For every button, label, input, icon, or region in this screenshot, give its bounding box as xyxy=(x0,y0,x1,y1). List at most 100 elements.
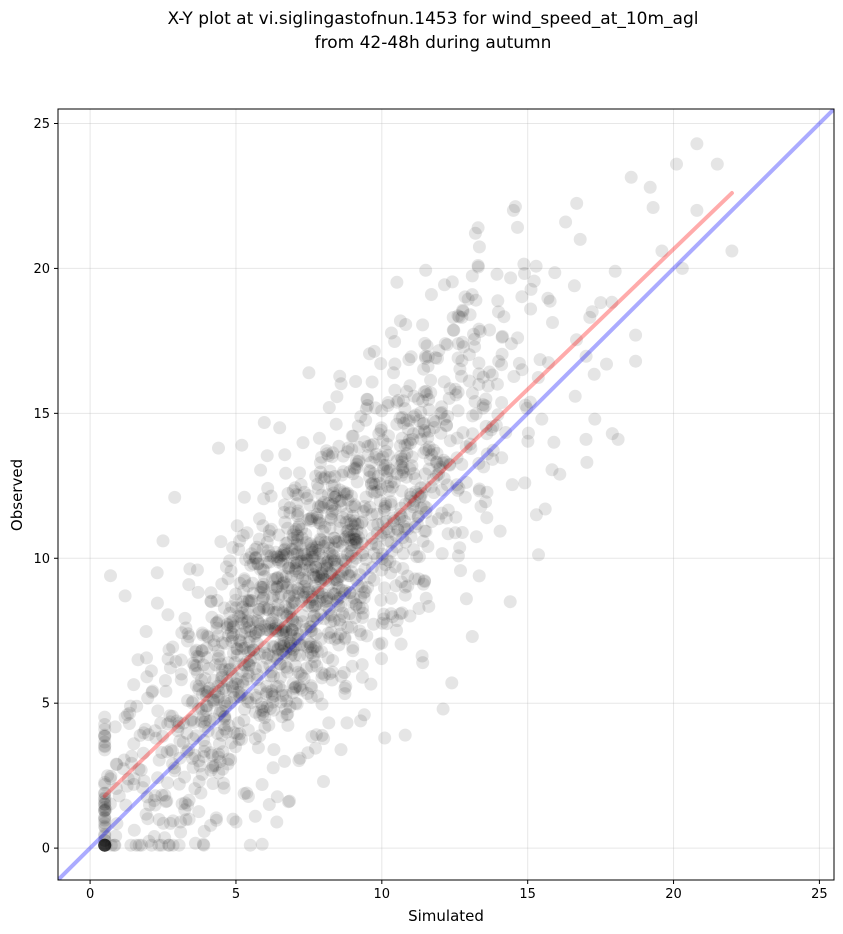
data-point xyxy=(305,550,319,564)
data-point xyxy=(241,614,255,628)
data-point xyxy=(381,479,395,493)
data-point xyxy=(232,685,246,699)
data-point xyxy=(98,833,112,847)
data-point xyxy=(301,687,314,700)
data-point xyxy=(327,531,341,545)
data-point xyxy=(234,635,247,649)
data-point xyxy=(416,394,430,408)
data-point xyxy=(118,710,132,724)
data-point xyxy=(394,449,408,463)
data-point xyxy=(395,452,409,466)
data-point xyxy=(104,769,118,783)
data-point xyxy=(283,636,297,650)
data-point xyxy=(172,777,186,791)
data-point xyxy=(326,446,340,460)
data-point xyxy=(286,643,300,657)
data-point xyxy=(119,798,133,812)
data-point xyxy=(287,594,301,608)
data-point xyxy=(103,797,117,811)
data-point xyxy=(455,526,469,539)
data-point xyxy=(432,512,445,526)
data-point xyxy=(241,723,255,737)
data-point xyxy=(278,754,291,768)
data-point xyxy=(168,764,182,778)
data-point xyxy=(236,657,250,671)
data-point xyxy=(325,673,339,687)
data-point xyxy=(110,817,124,831)
data-point xyxy=(328,560,342,574)
data-point xyxy=(277,639,291,653)
data-point xyxy=(515,363,529,377)
data-point xyxy=(226,614,240,628)
data-point xyxy=(218,722,232,736)
data-point xyxy=(166,640,180,654)
data-point xyxy=(315,728,329,742)
data-point xyxy=(281,521,295,535)
data-point xyxy=(335,468,349,482)
data-point xyxy=(327,572,341,586)
data-point xyxy=(433,460,447,474)
data-point xyxy=(314,608,328,622)
data-point xyxy=(334,499,348,513)
data-point xyxy=(495,358,509,372)
data-point xyxy=(532,548,545,562)
data-point xyxy=(273,637,287,651)
data-point xyxy=(380,617,394,631)
data-point xyxy=(305,681,318,695)
data-point xyxy=(256,700,270,714)
data-point xyxy=(347,591,361,605)
data-point xyxy=(348,514,362,528)
data-point xyxy=(332,598,346,612)
data-point xyxy=(98,827,112,841)
data-point xyxy=(182,793,196,807)
data-point xyxy=(242,645,256,659)
data-point xyxy=(472,456,486,470)
data-point xyxy=(395,411,409,424)
data-point xyxy=(226,620,240,634)
data-point xyxy=(291,586,305,600)
data-point xyxy=(376,450,390,464)
data-point xyxy=(333,494,347,508)
data-point xyxy=(279,660,293,674)
data-point xyxy=(277,505,291,519)
data-point xyxy=(214,675,228,689)
data-point xyxy=(369,401,382,415)
data-point xyxy=(375,616,389,630)
data-point xyxy=(267,743,281,757)
data-point xyxy=(151,771,165,785)
data-point xyxy=(257,640,271,654)
data-point xyxy=(451,385,465,399)
chart-title-line1: X-Y plot at vi.siglingastofnun.1453 for … xyxy=(167,9,698,29)
data-point xyxy=(421,431,435,445)
data-point xyxy=(109,757,123,771)
data-point xyxy=(240,786,254,800)
data-point xyxy=(207,695,220,709)
data-point xyxy=(401,522,415,536)
data-point xyxy=(326,497,340,511)
data-point xyxy=(402,433,416,447)
data-point xyxy=(277,633,291,647)
data-point xyxy=(301,640,315,654)
data-point xyxy=(338,630,352,644)
data-point xyxy=(404,487,418,501)
data-point xyxy=(242,595,256,609)
data-point xyxy=(98,838,112,852)
data-point xyxy=(226,541,240,554)
data-point xyxy=(285,623,299,637)
data-point xyxy=(420,388,434,402)
data-point xyxy=(207,693,221,707)
data-point xyxy=(290,545,304,559)
data-point xyxy=(301,489,315,503)
data-point xyxy=(350,457,364,471)
data-point xyxy=(275,623,289,637)
data-point xyxy=(284,636,298,650)
data-point xyxy=(371,517,385,531)
data-point xyxy=(511,331,525,345)
data-point xyxy=(256,542,270,556)
data-point xyxy=(279,702,292,716)
data-point xyxy=(252,605,266,619)
data-point xyxy=(260,679,274,693)
data-point xyxy=(251,741,265,755)
data-point xyxy=(98,821,112,835)
data-point xyxy=(418,467,432,481)
